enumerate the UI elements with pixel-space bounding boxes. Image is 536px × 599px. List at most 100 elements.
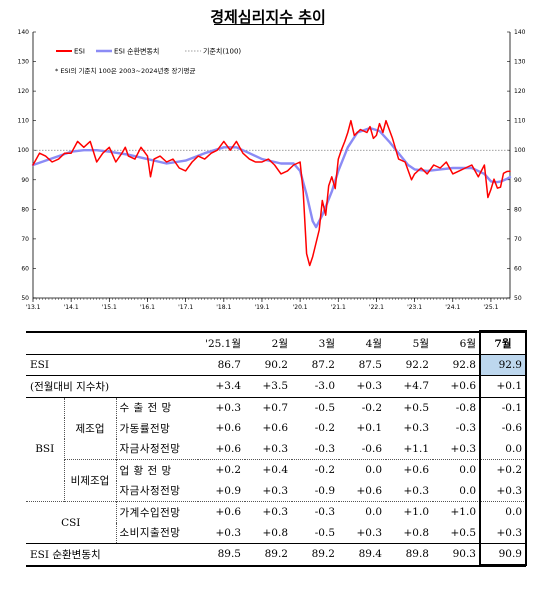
table-cell: -0.2 — [292, 459, 339, 481]
row-label: 소비지출전망 — [115, 522, 198, 544]
col-header: 6월 — [433, 331, 480, 354]
table-cell: +0.4 — [245, 459, 292, 481]
y-tick-label-right: 110 — [514, 118, 526, 125]
table-cell: -3.0 — [292, 375, 339, 397]
col-header: '25.1월 — [198, 331, 245, 354]
table-row-esi: ESI 86.7 90.2 87.2 87.5 92.2 92.8 92.9 — [26, 353, 526, 376]
table-cell: +0.7 — [245, 396, 292, 418]
row-label: 자금사정전망 — [115, 480, 198, 502]
row-label: 수 출 전 망 — [115, 396, 198, 418]
table-cell: +0.1 — [480, 375, 526, 397]
col-header: 3월 — [292, 331, 339, 354]
table-cell: +0.9 — [215, 484, 242, 497]
col-header: 5월 — [386, 331, 433, 354]
table-cell: +0.3 — [356, 526, 383, 539]
table-cell: 90.2 — [245, 353, 292, 376]
y-tick-label-left: 60 — [21, 265, 29, 272]
table-cell: 0.0 — [339, 459, 386, 481]
table-cell: -0.5 — [314, 526, 335, 539]
table-row-bsi-m2: 가동률전망 +0.6 +0.6 -0.2 +0.1 +0.3 -0.3 -0.6 — [26, 418, 526, 439]
table-cell: +0.3 — [215, 526, 242, 539]
table-cell: +3.5 — [245, 375, 292, 397]
table-cell: +0.1 — [356, 422, 383, 435]
row-label: 가계수입전망 — [115, 501, 198, 523]
table-cell: 0.0 — [505, 442, 522, 455]
table-cell: 89.8 — [386, 543, 433, 567]
y-tick-label-right: 50 — [514, 295, 522, 302]
table-cell: -0.6 — [501, 422, 522, 435]
table-cell: +3.4 — [198, 375, 245, 397]
group-label-bsi: BSI — [26, 396, 64, 502]
table-cell: -0.8 — [433, 396, 480, 418]
series-esi-line — [32, 119, 511, 267]
x-tick-label: '19.1 — [254, 304, 269, 311]
x-tick-label: '14.1 — [64, 304, 79, 311]
table-cell: -0.9 — [314, 484, 335, 497]
table-cell: 0.0 — [433, 459, 480, 481]
x-tick-label: '23.1 — [407, 304, 422, 311]
table-cell: +0.8 — [262, 526, 289, 539]
x-tick-label: '24.1 — [445, 304, 460, 311]
y-tick-label-right: 130 — [514, 59, 526, 66]
y-tick-label-right: 60 — [514, 265, 522, 272]
table-cell: +0.2 — [198, 459, 245, 481]
table-cell: +1.0 — [433, 501, 480, 523]
table-cell: +0.6 — [198, 501, 245, 523]
row-label: 업 황 전 망 — [115, 459, 198, 481]
x-tick-label: '15.1 — [102, 304, 117, 311]
group-label-csi: CSI — [26, 501, 116, 544]
legend-ref-label: 기준치(100) — [203, 47, 241, 56]
y-tick-label-right: 120 — [514, 88, 526, 95]
table-cell: 89.5 — [198, 543, 245, 567]
chart-axes: 50 50 60 60 70 70 80 80 90 90 100 100 110 110 120 120 13… — [18, 29, 526, 311]
legend-cycle-label: ESI 순환변동치 — [114, 47, 159, 56]
table-cell: +1.1 — [403, 442, 430, 455]
y-tick-label-left: 50 — [21, 295, 29, 302]
table-cell: +0.6 — [215, 422, 242, 435]
group-label-nonmanufacturing: 비제조업 — [63, 459, 116, 502]
table-cell: +0.6 — [215, 442, 242, 455]
table-cell: 89.4 — [339, 543, 386, 567]
table-cell: +0.3 — [245, 501, 292, 523]
table-cell: 90.9 — [480, 543, 526, 567]
y-tick-label-right: 70 — [514, 236, 522, 243]
y-tick-label-right: 80 — [514, 206, 522, 213]
table-cell: 0.0 — [339, 501, 386, 523]
table-cell: +0.5 — [450, 526, 477, 539]
title-underline — [214, 24, 324, 25]
x-tick-label: '20.1 — [293, 304, 308, 311]
y-tick-label-left: 120 — [18, 88, 30, 95]
table-cell: 0.0 — [459, 484, 476, 497]
esi-table: '25.1월 2월 3월 4월 5월 6월 7월 ESI 86.7 90.2 8… — [26, 331, 526, 567]
legend-esi-label: ESI — [74, 48, 85, 56]
table-cell: +0.3 — [496, 484, 523, 497]
table-row-bsi-m1: BSI 제조업 수 출 전 망 +0.3 +0.7 -0.5 -0.2 +0.5… — [26, 396, 526, 502]
x-tick-label: '13.1 — [25, 304, 40, 311]
table-cell: -0.2 — [314, 422, 335, 435]
y-tick-label-left: 130 — [18, 59, 30, 66]
series-cycle-line — [31, 126, 512, 229]
table-cell: +0.3 — [198, 396, 245, 418]
x-tick-label: '18.1 — [216, 304, 231, 311]
table-cell: 87.5 — [339, 353, 386, 376]
table-cell: -0.6 — [361, 442, 382, 455]
row-label-cycle: ESI 순환변동치 — [26, 543, 198, 567]
table-cell: 89.2 — [292, 543, 339, 567]
col-header: 2월 — [245, 331, 292, 354]
table-cell: 87.2 — [292, 353, 339, 376]
chart-title: 경제심리지수 추이 — [210, 8, 326, 26]
table-cell: +1.0 — [386, 501, 433, 523]
table-row-csi-2: 소비지출전망 +0.3 +0.8 -0.5 +0.3 +0.8 +0.5 +0.… — [26, 522, 526, 544]
table-cell: -0.3 — [314, 442, 335, 455]
table-row-diff: (전월대비 지수차) +3.4 +3.5 -3.0 +0.3 +4.7 +0.6… — [26, 375, 526, 397]
row-label-esi: ESI — [26, 353, 198, 376]
table-row-cycle: ESI 순환변동치 89.5 89.2 89.2 89.4 89.8 90.3 … — [26, 543, 526, 567]
y-tick-label-right: 90 — [514, 177, 522, 184]
x-tick-label: '16.1 — [140, 304, 155, 311]
x-tick-label: '22.1 — [369, 304, 384, 311]
table-cell: -0.2 — [339, 396, 386, 418]
table-cell: +0.5 — [386, 396, 433, 418]
table-cell: +0.6 — [262, 422, 289, 435]
y-tick-label-left: 90 — [21, 177, 29, 184]
table-header-row: '25.1월 2월 3월 4월 5월 6월 7월 — [26, 331, 526, 354]
